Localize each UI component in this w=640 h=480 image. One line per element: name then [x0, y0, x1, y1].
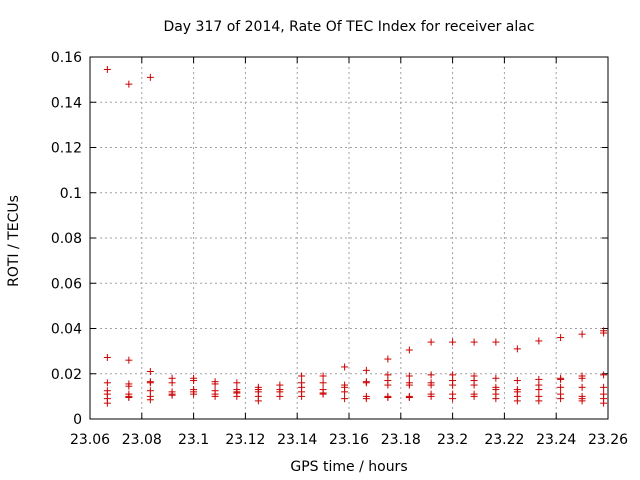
data-point — [125, 80, 133, 88]
data-point — [276, 392, 284, 400]
y-tick-label: 0.06 — [51, 276, 82, 292]
data-point — [578, 397, 586, 405]
x-tick-label: 23.1 — [178, 432, 209, 448]
data-point — [319, 372, 327, 380]
x-tick-label: 23.12 — [225, 432, 265, 448]
y-tick-label: 0 — [73, 412, 82, 428]
y-tick-label: 0.04 — [51, 322, 82, 338]
data-point — [492, 395, 500, 403]
x-tick-label: 23.16 — [329, 432, 369, 448]
data-point — [341, 388, 349, 396]
data-point — [362, 366, 370, 374]
data-point — [146, 396, 154, 404]
data-point — [362, 379, 370, 387]
data-point — [513, 345, 521, 353]
data-point — [319, 379, 327, 387]
y-tick-label: 0.02 — [51, 367, 82, 383]
data-point — [125, 356, 133, 364]
x-tick-label: 23.24 — [536, 432, 576, 448]
data-point — [449, 395, 457, 403]
data-point — [405, 394, 413, 402]
data-point — [125, 394, 133, 402]
data-point — [557, 375, 565, 383]
data-point — [557, 383, 565, 391]
data-point — [233, 392, 241, 400]
x-tick-label: 23.18 — [381, 432, 421, 448]
data-point — [600, 383, 608, 391]
data-point — [384, 394, 392, 402]
data-point — [211, 392, 219, 400]
data-point — [168, 391, 176, 399]
data-point — [535, 386, 543, 394]
y-tick-label: 0.12 — [51, 141, 82, 157]
data-point — [492, 338, 500, 346]
data-point — [449, 381, 457, 389]
data-point — [600, 371, 608, 379]
y-axis-label: ROTI / TECUs — [6, 195, 22, 287]
x-axis-label: GPS time / hours — [290, 459, 407, 475]
data-point — [298, 392, 306, 400]
data-point — [405, 381, 413, 389]
data-point — [557, 395, 565, 403]
data-points — [103, 65, 608, 407]
x-tick-label: 23.06 — [70, 432, 110, 448]
x-tick-label: 23.2 — [437, 432, 468, 448]
data-point — [319, 390, 327, 398]
y-tick-label: 0.08 — [51, 231, 82, 247]
data-point — [146, 379, 154, 387]
data-point — [384, 355, 392, 363]
data-point — [578, 330, 586, 338]
data-point — [449, 338, 457, 346]
data-point — [190, 390, 198, 398]
data-point — [470, 392, 478, 400]
data-point — [405, 372, 413, 380]
data-point — [578, 383, 586, 391]
data-point — [384, 381, 392, 389]
data-point — [168, 379, 176, 387]
data-point — [211, 380, 219, 388]
data-point — [233, 379, 241, 387]
data-point — [557, 334, 565, 342]
data-point — [341, 395, 349, 403]
data-point — [427, 338, 435, 346]
data-point — [254, 397, 262, 405]
chart-title: Day 317 of 2014, Rate Of TEC Index for r… — [163, 19, 534, 35]
data-point — [470, 338, 478, 346]
data-point — [190, 377, 198, 385]
data-point — [535, 397, 543, 405]
data-point — [103, 379, 111, 387]
data-point — [125, 382, 133, 390]
data-point — [427, 392, 435, 400]
x-tick-label: 23.26 — [588, 432, 628, 448]
x-tick-label: 23.14 — [277, 432, 317, 448]
data-point — [492, 374, 500, 382]
data-point — [341, 363, 349, 371]
data-point — [362, 395, 370, 403]
data-point — [427, 371, 435, 379]
y-tick-label: 0.1 — [60, 186, 82, 202]
data-point — [470, 381, 478, 389]
data-point — [600, 329, 608, 337]
data-point — [427, 381, 435, 389]
data-point — [405, 346, 413, 354]
data-point — [578, 374, 586, 382]
data-point — [298, 372, 306, 380]
y-tick-label: 0.14 — [51, 95, 82, 111]
x-tick-label: 23.22 — [484, 432, 524, 448]
data-point — [513, 377, 521, 385]
tick-layer: 23.06 23.08 23.1 23.12 23.14 23.16 23.18 23.2 23… — [51, 50, 628, 448]
data-point — [146, 73, 154, 81]
data-point — [103, 65, 111, 73]
x-tick-label: 23.08 — [122, 432, 162, 448]
data-point — [600, 399, 608, 407]
data-point — [513, 397, 521, 405]
data-point — [146, 367, 154, 375]
data-point — [103, 353, 111, 361]
data-point — [103, 399, 111, 407]
y-tick-label: 0.16 — [51, 50, 82, 66]
grid-layer — [90, 57, 608, 419]
data-point — [535, 337, 543, 345]
